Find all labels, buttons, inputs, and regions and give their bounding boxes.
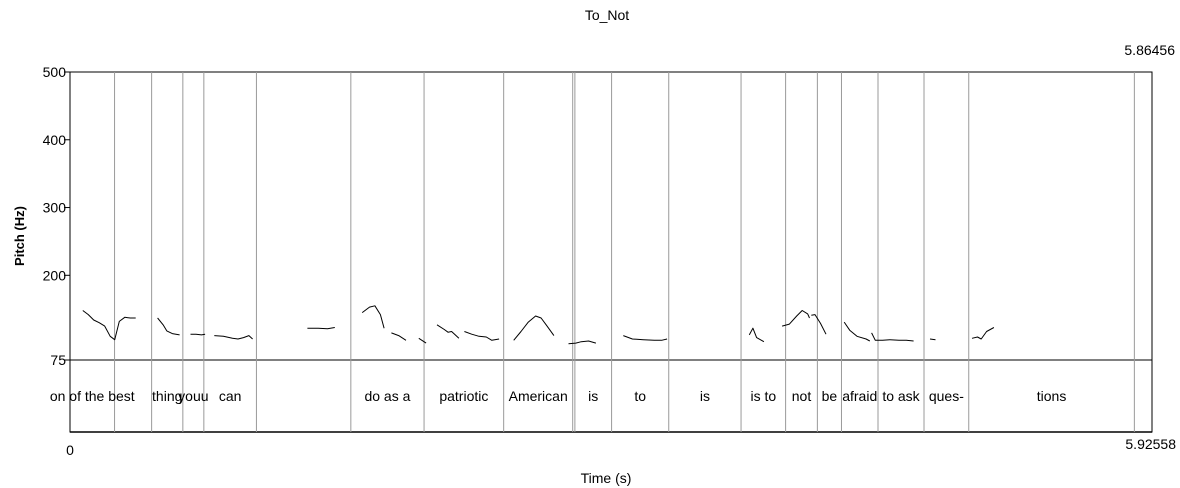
x-start-label: 0 (66, 442, 74, 458)
y-tick-label: 400 (43, 132, 67, 148)
interval-label: is (700, 388, 710, 404)
interval-label: to ask (882, 388, 920, 404)
pitch-contour (513, 315, 555, 341)
interval-label: ques- (929, 388, 964, 404)
pitch-contour (568, 340, 597, 345)
interval-label: afraid (842, 388, 877, 404)
interval-label: is (588, 388, 598, 404)
y-axis: 500 400 300 200 75 (43, 64, 70, 368)
pitch-contour (464, 331, 500, 341)
interval-label: is to (750, 388, 776, 404)
y-tick-label: 75 (50, 352, 66, 368)
pitch-contour (391, 332, 407, 341)
chart-title: To_Not (585, 7, 629, 23)
interval-label: youu (178, 388, 208, 404)
interval-label: on of the best (50, 388, 135, 404)
interval-label: American (509, 388, 568, 404)
y-tick-label: 500 (43, 64, 67, 80)
pitch-panel (69, 71, 1153, 361)
plot-frame (69, 71, 1153, 433)
interval-label: can (219, 388, 242, 404)
interval-label: thing (152, 388, 182, 404)
pitch-contour (214, 335, 253, 340)
pitch-contours (82, 305, 995, 345)
y-tick-label: 200 (43, 267, 67, 283)
pitch-contour (748, 327, 765, 343)
interval-label: tions (1037, 388, 1067, 404)
pitch-contour (190, 333, 206, 336)
interval-label: do as a (364, 388, 410, 404)
x-axis-label: Time (s) (581, 470, 632, 486)
pitch-contour (436, 324, 460, 339)
pitch-contour (361, 305, 385, 329)
pitch-contour (418, 337, 427, 344)
interval-label: be (822, 388, 838, 404)
y-axis-label: Pitch (Hz) (12, 206, 27, 266)
pitch-contour (623, 335, 668, 341)
pitch-contour (82, 310, 136, 341)
pitch-contour (307, 327, 335, 330)
top-right-label: 5.86456 (1124, 42, 1175, 58)
pitch-contour (929, 338, 936, 341)
interval-label: patriotic (439, 388, 488, 404)
pitch-contour (843, 321, 871, 342)
interval-label: not (792, 388, 812, 404)
x-end-label: 5.92558 (1125, 436, 1176, 452)
y-tick-label: 300 (43, 200, 67, 216)
interval-label: to (634, 388, 646, 404)
pitch-contour (157, 317, 180, 336)
pitch-contour (871, 332, 914, 342)
pitch-contour (811, 314, 827, 335)
interval-boundaries (114, 72, 1135, 432)
pitch-contour (781, 310, 810, 327)
pitch-contour (971, 327, 995, 340)
